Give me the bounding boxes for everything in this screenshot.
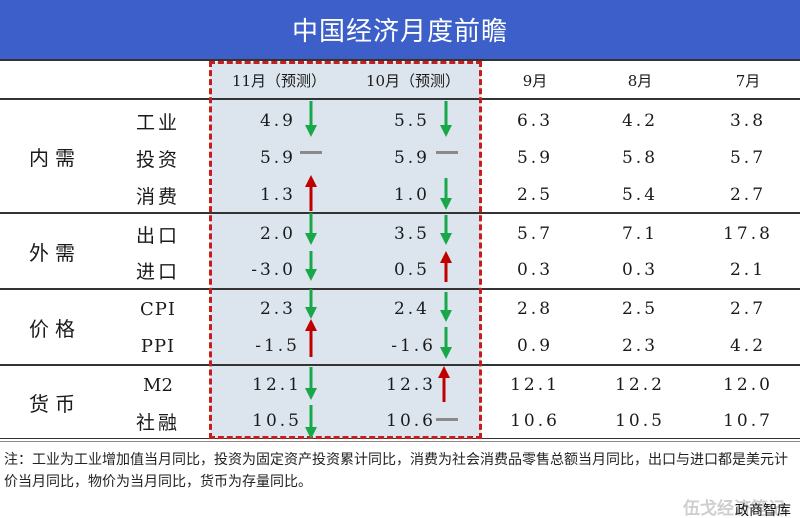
aug-value: 2.5: [621, 299, 659, 319]
nov-value: 4.9: [259, 111, 296, 131]
nov-value: -1.5: [255, 336, 300, 356]
forecast-highlight: [210, 62, 481, 438]
item-label: 工业: [135, 111, 180, 134]
watermark-source: 伍戈经济笔记: [683, 499, 785, 518]
aug-value: 5.8: [621, 148, 659, 168]
header-divider: [0, 98, 800, 100]
sep-value: 6.3: [516, 111, 554, 131]
group-label-domestic-demand: 内需: [29, 145, 81, 170]
nov-value: 2.0: [259, 224, 296, 244]
jul-value: 2.7: [729, 299, 767, 319]
table-bottom-border-double: [0, 441, 800, 442]
item-label: M2: [143, 374, 173, 396]
footnote: 注：工业为工业增加值当月同比，投资为固定资产投资累计同比，消费为社会消费品零售总…: [4, 452, 788, 490]
oct-value: 10.6: [386, 411, 436, 431]
nov-value: 5.9: [259, 148, 296, 168]
aug-value: 7.1: [621, 224, 659, 244]
green-down-arrow-icon: [305, 213, 317, 245]
jul-value: 4.2: [729, 336, 767, 356]
jul-value: 12.0: [723, 375, 773, 395]
page-title: 中国经济月度前瞻: [0, 0, 800, 59]
sep-value: 2.5: [516, 185, 554, 205]
jul-value: 10.7: [723, 411, 773, 431]
red-up-arrow-icon: [305, 319, 317, 357]
sep-value: 2.8: [516, 299, 554, 319]
sep-value: 5.9: [516, 148, 554, 168]
nov-value: 12.1: [252, 375, 302, 395]
group-label-external-demand: 外需: [29, 240, 81, 265]
nov-value: 10.5: [252, 411, 302, 431]
aug-value: 4.2: [621, 111, 659, 131]
oct-value: 0.5: [393, 260, 430, 280]
aug-value: 10.5: [615, 411, 665, 431]
oct-value: -1.6: [391, 336, 436, 356]
group-label-money: 货币: [29, 391, 81, 416]
col-header-oct: 10月（预测）: [365, 71, 461, 90]
item-label: PPI: [140, 335, 176, 357]
item-label: CPI: [140, 298, 176, 320]
oct-value: 12.3: [386, 375, 436, 395]
group-divider: [0, 364, 800, 366]
green-down-arrow-icon: [305, 367, 317, 400]
gray-dash-icon: [436, 151, 458, 154]
red-up-arrow-icon: [305, 175, 317, 211]
aug-value: 5.4: [621, 185, 659, 205]
col-header-jul: 7月: [735, 71, 761, 90]
nov-value: -3.0: [251, 260, 296, 280]
oct-value: 1.0: [393, 185, 430, 205]
jul-value: 2.1: [729, 260, 767, 280]
sep-value: 5.7: [516, 224, 554, 244]
oct-value: 2.4: [393, 299, 430, 319]
title-divider: [0, 59, 800, 61]
jul-value: 2.7: [729, 185, 767, 205]
green-down-arrow-icon: [440, 215, 452, 245]
col-header-aug: 8月: [627, 71, 653, 90]
green-down-arrow-icon: [440, 101, 452, 137]
jul-value: 3.8: [729, 111, 767, 131]
red-up-arrow-icon: [438, 366, 450, 402]
sep-value: 10.6: [510, 411, 560, 431]
aug-value: 2.3: [621, 336, 659, 356]
watermark-publisher: 政商智库: [735, 503, 791, 518]
oct-value: 5.5: [393, 111, 430, 131]
oct-value: 3.5: [393, 224, 430, 244]
item-label: 消费: [135, 185, 180, 208]
gray-dash-icon: [436, 418, 458, 421]
green-down-arrow-icon: [305, 251, 317, 281]
sep-value: 12.1: [510, 375, 560, 395]
col-header-nov: 11月（预测）: [231, 71, 327, 90]
group-divider: [0, 212, 800, 214]
group-label-prices: 价格: [29, 316, 81, 341]
item-label: 投资: [135, 148, 180, 171]
nov-value: 1.3: [259, 185, 296, 205]
green-down-arrow-icon: [440, 327, 452, 359]
sep-value: 0.3: [516, 260, 554, 280]
sep-value: 0.9: [516, 336, 554, 356]
red-up-arrow-icon: [440, 251, 452, 282]
green-down-arrow-icon: [305, 405, 317, 439]
green-down-arrow-icon: [305, 101, 317, 137]
aug-value: 0.3: [621, 260, 659, 280]
aug-value: 12.2: [615, 375, 665, 395]
col-header-sep: 9月: [522, 71, 548, 90]
green-down-arrow-icon: [305, 289, 317, 319]
oct-value: 5.9: [393, 148, 430, 168]
item-label: 出口: [135, 224, 180, 247]
group-divider: [0, 288, 800, 290]
green-down-arrow-icon: [440, 292, 452, 322]
gray-dash-icon: [300, 151, 322, 154]
nov-value: 2.3: [259, 299, 296, 319]
green-down-arrow-icon: [440, 178, 452, 210]
jul-value: 17.8: [723, 224, 773, 244]
item-label: 进口: [135, 260, 180, 283]
jul-value: 5.7: [729, 148, 767, 168]
item-label: 社融: [135, 411, 180, 434]
